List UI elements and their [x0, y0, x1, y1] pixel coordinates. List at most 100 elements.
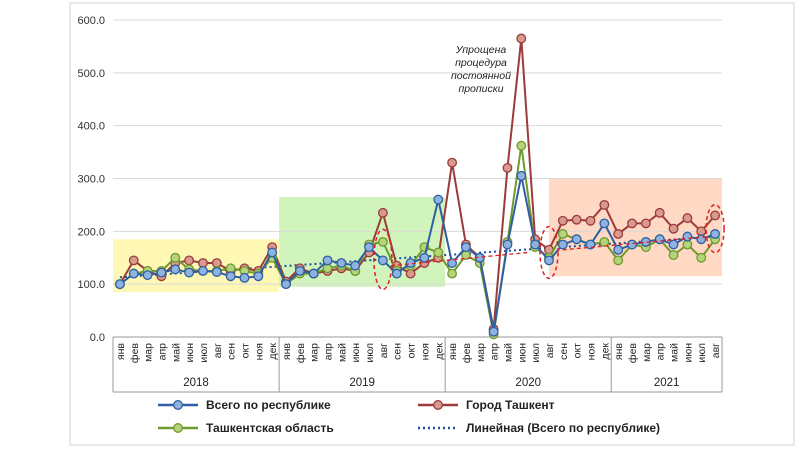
- data-point-series-0: [308, 268, 319, 279]
- data-point-series-2: [170, 252, 181, 263]
- y-tick-label: 500.0: [77, 68, 105, 80]
- year-label: 2021: [654, 377, 680, 389]
- red-dashed-arrow-2: [562, 235, 709, 251]
- data-point-series-0: [571, 234, 582, 245]
- x-tick-label: июн: [350, 343, 362, 363]
- legend-label: Всего по республике: [206, 398, 331, 412]
- data-point-series-0: [267, 247, 278, 258]
- data-point-series-0: [460, 242, 471, 253]
- data-point-series-0: [170, 264, 181, 275]
- data-point-series-1: [571, 214, 582, 225]
- x-tick-label: мар: [475, 343, 487, 362]
- year-label: 2020: [515, 377, 541, 389]
- x-tick-label: авг: [378, 343, 390, 358]
- data-point-series-0: [627, 239, 637, 250]
- x-tick-label: дек: [433, 343, 445, 360]
- data-point-series-0: [516, 170, 527, 181]
- data-point-series-1: [585, 215, 596, 226]
- red-dashed-arrow-1: [390, 251, 529, 267]
- data-point-series-0: [336, 258, 347, 268]
- data-point-series-0: [156, 267, 167, 278]
- data-point-series-0: [322, 255, 333, 266]
- data-point-series-0: [184, 267, 195, 278]
- data-point-series-0: [530, 239, 541, 250]
- x-tick-label: авг: [544, 343, 556, 358]
- data-point-series-0: [281, 279, 291, 290]
- data-point-series-1: [516, 33, 527, 44]
- x-tick-label: апр: [489, 343, 501, 361]
- x-tick-label: апр: [156, 343, 168, 361]
- data-point-series-1: [654, 207, 665, 218]
- data-point-series-0: [447, 258, 458, 268]
- data-point-series-2: [447, 268, 458, 279]
- data-point-series-0: [654, 234, 665, 245]
- x-tick-label: июл: [364, 343, 376, 363]
- data-point-series-1: [128, 255, 139, 266]
- x-tick-label: июл: [696, 343, 708, 363]
- data-point-series-2: [557, 229, 568, 239]
- data-point-series-1: [599, 199, 610, 210]
- x-tick-label: май: [170, 343, 182, 362]
- data-point-series-2: [599, 236, 610, 247]
- data-point-series-1: [710, 210, 721, 221]
- x-tick-label: фев: [129, 343, 141, 363]
- data-point-series-1: [184, 255, 195, 266]
- x-tick-label: апр: [323, 343, 335, 361]
- x-tick-label: май: [669, 343, 681, 362]
- x-tick-label: июн: [516, 343, 528, 363]
- data-point-series-1: [613, 229, 624, 239]
- x-tick-label: июл: [198, 343, 210, 363]
- x-tick-label: мар: [143, 343, 155, 362]
- legend-swatch-marker: [173, 423, 183, 433]
- data-point-series-0: [225, 271, 236, 282]
- highlight-ellipse: [373, 228, 393, 291]
- x-tick-label: янв: [447, 343, 459, 360]
- annotation-line: прописки: [458, 83, 503, 95]
- x-tick-label: авг: [710, 343, 722, 358]
- data-point-series-1: [627, 218, 637, 229]
- data-point-series-0: [682, 231, 693, 242]
- highlight-band-2021: [548, 178, 722, 277]
- legend-label: Город Ташкент: [466, 398, 555, 412]
- x-tick-label: ноя: [253, 343, 265, 360]
- x-tick-label: сен: [558, 343, 570, 360]
- x-tick-label: авг: [212, 343, 224, 358]
- data-point-series-2: [613, 255, 624, 266]
- highlight-ellipse: [539, 225, 559, 280]
- x-tick-label: июл: [530, 343, 542, 363]
- data-point-series-0: [599, 218, 610, 229]
- data-point-series-0: [364, 242, 375, 253]
- x-tick-label: янв: [613, 343, 625, 360]
- y-tick-label: 0.0: [90, 332, 105, 344]
- highlight-ellipse: [705, 203, 725, 254]
- x-tick-label: май: [502, 343, 514, 362]
- data-point-series-0: [294, 266, 305, 276]
- data-point-series-1: [640, 218, 651, 229]
- y-tick-label: 100.0: [77, 279, 105, 291]
- data-point-series-0: [433, 194, 444, 205]
- legend-swatch-marker: [433, 400, 443, 410]
- highlight-bands: [113, 178, 722, 293]
- annotation-line: процедура: [455, 57, 507, 69]
- x-tick-label: окт: [572, 343, 584, 359]
- data-point-series-0: [142, 270, 153, 281]
- x-tick-label: сен: [392, 343, 404, 360]
- data-point-series-0: [613, 244, 624, 255]
- x-tick-label: сен: [226, 343, 238, 360]
- data-point-series-0: [557, 239, 568, 250]
- data-point-series-1: [377, 207, 388, 218]
- data-point-series-0: [668, 239, 679, 250]
- data-point-series-0: [239, 272, 250, 283]
- x-tick-label: дек: [267, 343, 279, 360]
- data-point-series-2: [696, 252, 707, 263]
- x-tick-label: ноя: [586, 343, 598, 360]
- data-point-series-2: [433, 247, 444, 258]
- data-point-series-0: [253, 271, 264, 282]
- x-tick-label: дек: [599, 343, 611, 360]
- x-tick-label: июн: [682, 343, 694, 363]
- data-point-series-1: [447, 157, 458, 168]
- x-tick-label: янв: [115, 343, 127, 360]
- data-point-series-0: [502, 239, 513, 250]
